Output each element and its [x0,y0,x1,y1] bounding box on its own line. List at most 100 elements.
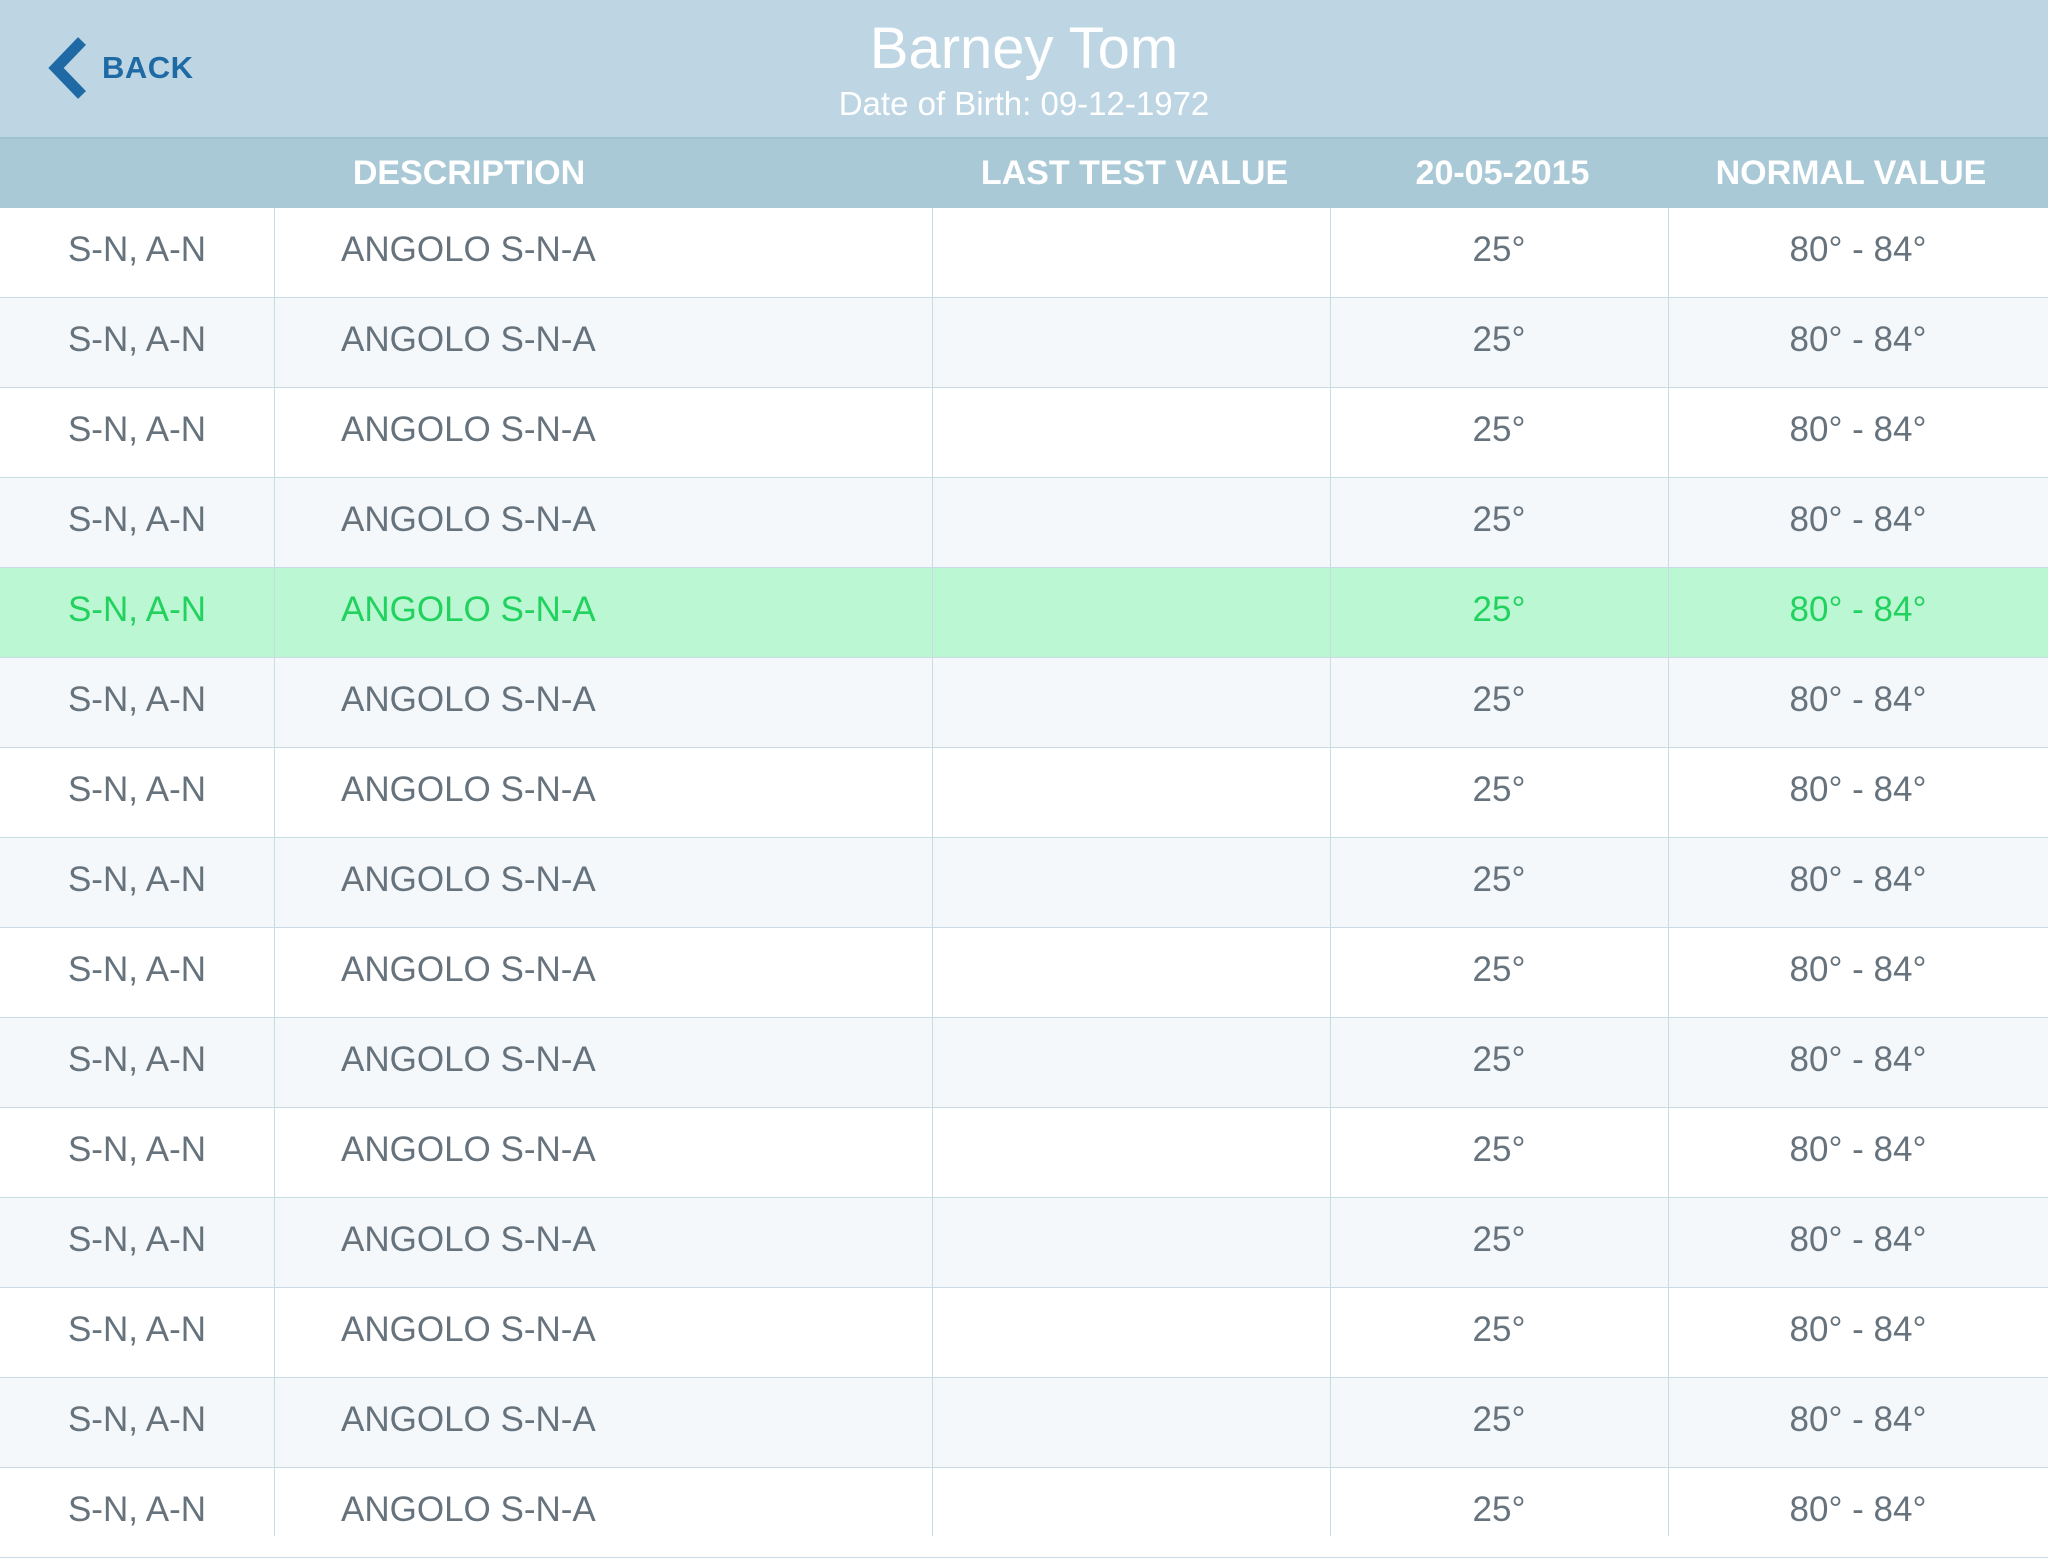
row-normal-value: 80° - 84° [1789,1220,1927,1259]
table-row[interactable]: S-N, A-N ANGOLO S-N-A 25° 80° - 84° [0,928,2048,1018]
row-date-value: 25° [1472,860,1526,899]
row-last-test-value [932,1018,1330,1107]
row-description: ANGOLO S-N-A [341,950,596,989]
column-divider [1330,208,1331,1536]
column-header-normal-value: NORMAL VALUE [1715,154,1987,192]
table-row[interactable]: S-N, A-N ANGOLO S-N-A 25° 80° - 84° [0,748,2048,838]
row-last-test-value [932,1198,1330,1287]
row-date-value: 25° [1472,230,1526,269]
row-description: ANGOLO S-N-A [341,1220,596,1259]
row-description: ANGOLO S-N-A [341,770,596,809]
row-normal-value: 80° - 84° [1789,860,1927,899]
row-last-test-value [932,1108,1330,1197]
row-date-value: 25° [1472,500,1526,539]
row-last-test-value [932,838,1330,927]
row-description: ANGOLO S-N-A [341,1040,596,1079]
row-description: ANGOLO S-N-A [341,1490,596,1529]
back-label: BACK [102,50,194,85]
table-row[interactable]: S-N, A-N ANGOLO S-N-A 25° 80° - 84° [0,1018,2048,1108]
row-description: ANGOLO S-N-A [341,320,596,359]
table-row[interactable]: S-N, A-N ANGOLO S-N-A 25° 80° - 84° [0,208,2048,298]
row-last-test-value [932,1468,1330,1557]
row-normal-value: 80° - 84° [1789,320,1927,359]
column-divider [932,208,933,1536]
row-date-value: 25° [1472,950,1526,989]
row-normal-value: 80° - 84° [1789,410,1927,449]
column-header-description: DESCRIPTION [352,154,586,192]
row-code: S-N, A-N [67,1220,207,1259]
row-code: S-N, A-N [67,590,207,629]
row-normal-value: 80° - 84° [1789,1130,1927,1169]
row-description: ANGOLO S-N-A [341,1310,596,1349]
column-header-bar: DESCRIPTION LAST TEST VALUE 20-05-2015 N… [0,137,2048,208]
row-normal-value: 80° - 84° [1789,1040,1927,1079]
row-date-value: 25° [1472,320,1526,359]
column-header-date: 20-05-2015 [1415,154,1590,192]
row-code: S-N, A-N [67,1400,207,1439]
row-date-value: 25° [1472,1490,1526,1529]
results-table: S-N, A-N ANGOLO S-N-A 25° 80° - 84° S-N, A-N… [0,208,2048,1558]
top-header: BACK Barney Tom Date of Birth: 09-12-197… [0,0,2048,137]
table-row[interactable]: S-N, A-N ANGOLO S-N-A 25° 80° - 84° [0,1108,2048,1198]
row-date-value: 25° [1472,1220,1526,1259]
row-normal-value: 80° - 84° [1789,950,1927,989]
row-normal-value: 80° - 84° [1789,770,1927,809]
row-code: S-N, A-N [67,1040,207,1079]
table-row[interactable]: S-N, A-N ANGOLO S-N-A 25° 80° - 84° [0,1378,2048,1468]
column-divider [1668,208,1669,1536]
row-date-value: 25° [1472,1310,1526,1349]
chevron-left-icon [48,37,86,99]
row-code: S-N, A-N [67,950,207,989]
row-date-value: 25° [1472,1130,1526,1169]
row-normal-value: 80° - 84° [1789,230,1927,269]
row-date-value: 25° [1472,590,1526,629]
row-description: ANGOLO S-N-A [341,1400,596,1439]
row-last-test-value [932,388,1330,477]
row-last-test-value [932,478,1330,567]
column-header-last-test-value: LAST TEST VALUE [980,154,1289,192]
row-code: S-N, A-N [67,770,207,809]
row-description: ANGOLO S-N-A [341,230,596,269]
row-description: ANGOLO S-N-A [341,860,596,899]
row-code: S-N, A-N [67,1310,207,1349]
row-code: S-N, A-N [67,500,207,539]
row-normal-value: 80° - 84° [1789,680,1927,719]
table-row[interactable]: S-N, A-N ANGOLO S-N-A 25° 80° - 84° [0,838,2048,928]
row-normal-value: 80° - 84° [1789,1400,1927,1439]
back-button[interactable]: BACK [46,34,194,102]
patient-date-of-birth: Date of Birth: 09-12-1972 [838,85,1210,122]
table-row[interactable]: S-N, A-N ANGOLO S-N-A 25° 80° - 84° [0,568,2048,658]
row-description: ANGOLO S-N-A [341,680,596,719]
row-code: S-N, A-N [67,410,207,449]
table-row[interactable]: S-N, A-N ANGOLO S-N-A 25° 80° - 84° [0,1288,2048,1378]
row-normal-value: 80° - 84° [1789,1490,1927,1529]
table-row[interactable]: S-N, A-N ANGOLO S-N-A 25° 80° - 84° [0,388,2048,478]
row-date-value: 25° [1472,1040,1526,1079]
row-description: ANGOLO S-N-A [341,410,596,449]
table-row[interactable]: S-N, A-N ANGOLO S-N-A 25° 80° - 84° [0,658,2048,748]
row-last-test-value [932,1378,1330,1467]
row-code: S-N, A-N [67,1130,207,1169]
table-row[interactable]: S-N, A-N ANGOLO S-N-A 25° 80° - 84° [0,478,2048,568]
table-row[interactable]: S-N, A-N ANGOLO S-N-A 25° 80° - 84° [0,1468,2048,1558]
row-last-test-value [932,748,1330,837]
row-code: S-N, A-N [67,320,207,359]
row-description: ANGOLO S-N-A [341,1130,596,1169]
row-last-test-value [932,658,1330,747]
row-code: S-N, A-N [67,860,207,899]
row-code: S-N, A-N [67,680,207,719]
column-header-code [0,139,274,208]
table-row[interactable]: S-N, A-N ANGOLO S-N-A 25° 80° - 84° [0,298,2048,388]
table-row[interactable]: S-N, A-N ANGOLO S-N-A 25° 80° - 84° [0,1198,2048,1288]
patient-name: Barney Tom [869,16,1179,81]
row-date-value: 25° [1472,680,1526,719]
column-divider [274,208,275,1536]
row-normal-value: 80° - 84° [1789,1310,1927,1349]
row-date-value: 25° [1472,410,1526,449]
row-last-test-value [932,1288,1330,1377]
row-last-test-value [932,298,1330,387]
row-normal-value: 80° - 84° [1789,500,1927,539]
row-code: S-N, A-N [67,1490,207,1529]
row-code: S-N, A-N [67,230,207,269]
row-last-test-value [932,208,1330,297]
